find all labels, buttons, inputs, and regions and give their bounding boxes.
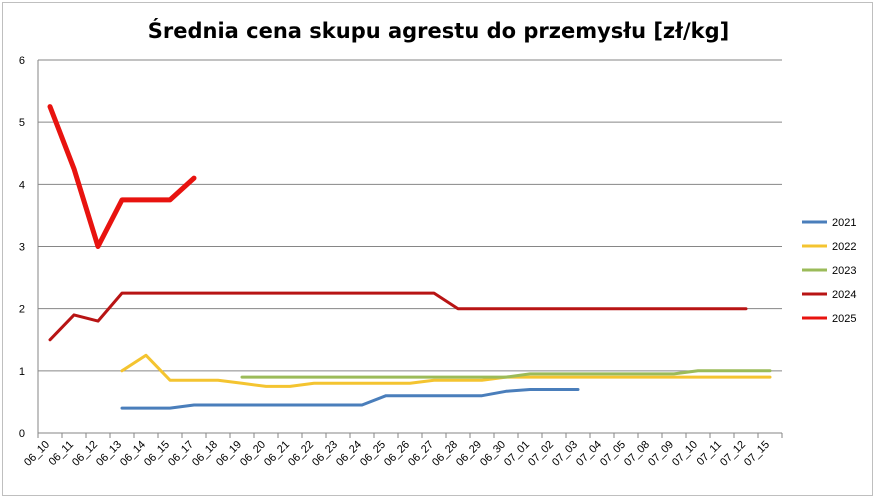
- x-tick-label: 06_25: [358, 439, 388, 469]
- x-tick-label: 06_23: [310, 439, 340, 469]
- x-tick-label: 07_03: [550, 439, 580, 469]
- x-tick-label: 06_13: [94, 439, 124, 469]
- y-tick-label: 3: [19, 242, 25, 254]
- x-tick-label: 06_21: [262, 439, 292, 469]
- legend-label-2023: 2023: [832, 265, 856, 277]
- x-tick-label: 06_19: [214, 439, 244, 469]
- series: [47, 104, 772, 410]
- legend-label-2021: 2021: [832, 217, 856, 229]
- x-tick-label: 06_24: [334, 439, 364, 469]
- x-tick-label: 07_04: [574, 439, 604, 469]
- y-tick-label: 0: [19, 428, 25, 440]
- x-tick-label: 06_30: [478, 439, 508, 469]
- x-tick-label: 06_27: [406, 439, 436, 469]
- x-tick-label: 06_10: [22, 439, 52, 469]
- series-line-2021: [120, 388, 580, 410]
- legend-label-2024: 2024: [832, 289, 856, 301]
- x-tick-label: 07_10: [670, 439, 700, 469]
- x-tick-label: 07_15: [742, 439, 772, 469]
- x-tick-label: 06_17: [166, 439, 196, 469]
- x-tick-label: 06_18: [190, 439, 220, 469]
- y-tick-label: 6: [19, 55, 25, 67]
- x-tick-label: 07_05: [598, 439, 628, 469]
- series-line-2024: [48, 291, 748, 342]
- x-tick-label: 06_12: [70, 439, 100, 469]
- y-tick-label: 1: [19, 366, 25, 378]
- x-tick-label: 06_11: [47, 439, 77, 469]
- x-tick-label: 06_28: [430, 439, 460, 469]
- x-tick-label: 07_08: [622, 439, 652, 469]
- x-tick-label: 06_20: [238, 439, 268, 469]
- chart-title: Średnia cena skupu agrestu do przemysłu …: [147, 19, 730, 43]
- grid: [38, 59, 782, 372]
- x-tick-label: 07_12: [718, 439, 748, 469]
- x-tick-label: 06_15: [142, 439, 172, 469]
- series-line-2023: [240, 369, 772, 379]
- x-tick-label: 06_14: [118, 439, 148, 469]
- x-tick-label: 06_26: [382, 439, 412, 469]
- x-tick-label: 07_01: [502, 439, 532, 469]
- series-line-2025: [47, 104, 197, 249]
- y-tick-label: 5: [19, 117, 25, 129]
- x-tick-label: 07_11: [695, 439, 725, 469]
- series-line-2022: [120, 353, 772, 388]
- y-tick-label: 2: [19, 304, 25, 316]
- y-tick-label: 4: [19, 179, 25, 191]
- legend-label-2025: 2025: [832, 313, 856, 325]
- x-tick-label: 07_02: [526, 439, 556, 469]
- x-tick-label: 07_09: [646, 439, 676, 469]
- legend-label-2022: 2022: [832, 241, 856, 253]
- legend: 2021 2022 2023 2024 2025: [802, 217, 856, 325]
- x-tick-label: 06_29: [454, 439, 484, 469]
- x-tick-label: 06_22: [286, 439, 316, 469]
